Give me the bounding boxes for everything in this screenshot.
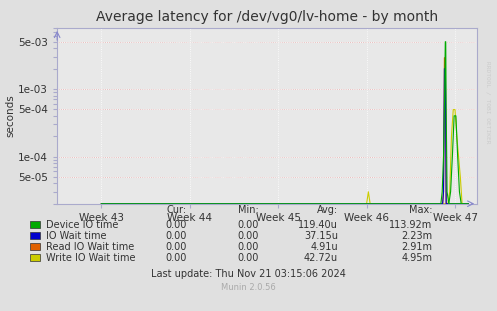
Text: 2.91m: 2.91m <box>402 242 432 252</box>
Text: 4.95m: 4.95m <box>402 253 432 263</box>
Text: 0.00: 0.00 <box>165 231 186 241</box>
Text: 0.00: 0.00 <box>237 220 258 230</box>
Text: 4.91u: 4.91u <box>310 242 338 252</box>
Text: 0.00: 0.00 <box>237 242 258 252</box>
Text: 119.40u: 119.40u <box>298 220 338 230</box>
Text: IO Wait time: IO Wait time <box>46 231 106 241</box>
Text: 0.00: 0.00 <box>165 220 186 230</box>
Text: Read IO Wait time: Read IO Wait time <box>46 242 134 252</box>
Text: 0.00: 0.00 <box>237 231 258 241</box>
Text: 42.72u: 42.72u <box>304 253 338 263</box>
Text: Max:: Max: <box>409 205 432 215</box>
Text: RRDTOOL / TOBI OETIKER: RRDTOOL / TOBI OETIKER <box>486 61 491 144</box>
Text: 0.00: 0.00 <box>165 253 186 263</box>
Title: Average latency for /dev/vg0/lv-home - by month: Average latency for /dev/vg0/lv-home - b… <box>96 10 438 24</box>
Text: 37.15u: 37.15u <box>304 231 338 241</box>
Text: 0.00: 0.00 <box>165 242 186 252</box>
Text: Munin 2.0.56: Munin 2.0.56 <box>221 283 276 292</box>
Text: Min:: Min: <box>238 205 258 215</box>
Text: Avg:: Avg: <box>317 205 338 215</box>
Text: Last update: Thu Nov 21 03:15:06 2024: Last update: Thu Nov 21 03:15:06 2024 <box>151 269 346 279</box>
Text: Write IO Wait time: Write IO Wait time <box>46 253 135 263</box>
Text: 113.92m: 113.92m <box>389 220 432 230</box>
Text: Device IO time: Device IO time <box>46 220 118 230</box>
Text: 0.00: 0.00 <box>237 253 258 263</box>
Text: Cur:: Cur: <box>166 205 186 215</box>
Y-axis label: seconds: seconds <box>5 95 15 137</box>
Text: 2.23m: 2.23m <box>401 231 432 241</box>
